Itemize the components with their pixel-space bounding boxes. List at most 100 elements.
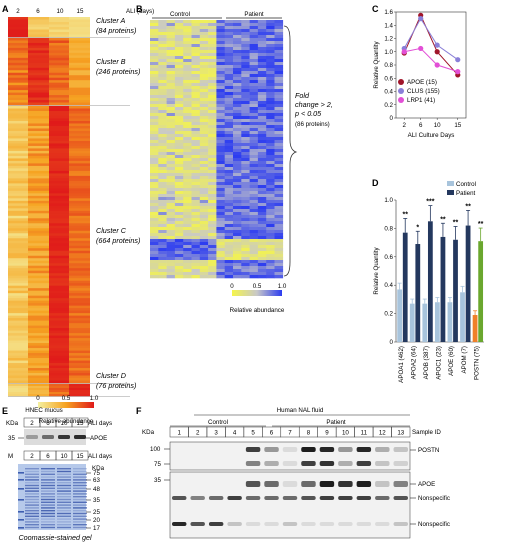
panel-b-scale-label: Relative abundance <box>230 307 285 314</box>
panel-c-xtick-2: 10 <box>434 122 441 129</box>
panel-d-xtick-1: APOA2 (64) <box>410 346 417 379</box>
panel-a-scale-tick-0: 0 <box>36 395 40 402</box>
panel-d-bar-patient-4 <box>453 239 458 342</box>
panel-d-sig-5: ** <box>465 203 471 210</box>
panel-d-bar-patient-5 <box>465 225 471 342</box>
panel-f-sample-2: 2 <box>196 430 200 437</box>
panel-f-sample-10: 10 <box>342 430 349 437</box>
panel-d-ytick-4: 0.8 <box>384 225 393 232</box>
panel-c-line-2 <box>404 47 458 73</box>
panel-f-sample-12: 12 <box>379 430 386 437</box>
panel-b-note-3: p < 0.05 <box>294 109 322 118</box>
panel-b-heatmap <box>150 20 284 279</box>
panel-e-ali-days-2: ALI days <box>88 453 112 460</box>
panel-e: E HNEC mucus KDa 2 6 10 15 ALI days 35 APOE… <box>2 406 112 542</box>
panel-c-ytick-4: 0.8 <box>384 62 393 69</box>
panel-f-sample-11: 11 <box>361 430 368 437</box>
panel-d-bar-control-2 <box>422 303 428 342</box>
panel-d-xtick-4: APOE (60) <box>448 346 455 376</box>
panel-e-ladder-17: 17 <box>93 525 100 532</box>
cluster-3-count: (76 proteins) <box>96 381 136 390</box>
panel-d-ytick-0: 0 <box>390 339 394 346</box>
panel-e-ladder-35: 35 <box>93 497 100 504</box>
cluster-0-count: (84 proteins) <box>96 26 136 35</box>
panel-a-day-10: 10 <box>57 8 64 15</box>
panel-f-letter: F <box>136 406 142 416</box>
panel-d-legend-swatch-patient <box>447 190 454 195</box>
panel-d-sig-6: ** <box>478 221 484 228</box>
panel-e-gel-bands <box>18 468 87 529</box>
panel-c-ytick-8: 1.6 <box>384 9 393 16</box>
panel-c-legend-swatch-1 <box>398 88 404 94</box>
panel-e-day-bot-2: 2 <box>30 453 34 460</box>
panel-d-xtick-0: APOA1 (462) <box>398 346 405 383</box>
panel-b-group-patient: Patient <box>244 11 264 18</box>
cluster-1-count: (246 proteins) <box>96 67 140 76</box>
panel-e-ladder-63: 63 <box>93 477 100 484</box>
panel-e-day-bot-15: 15 <box>77 453 84 460</box>
panel-d-bar-control-1 <box>409 303 415 342</box>
panel-c-legend-2: LRP1 (41) <box>407 97 435 104</box>
panel-e-day-top-10: 10 <box>61 420 68 427</box>
panel-d-legend-swatch-control <box>447 181 454 186</box>
panel-e-blot-marker: 35 <box>8 435 15 442</box>
panel-b-note-4: (86 proteins) <box>295 121 330 128</box>
panel-f-sample-9: 9 <box>325 430 329 437</box>
panel-c-legend-swatch-2 <box>398 97 404 103</box>
panel-f-patient-label: Patient <box>326 419 346 426</box>
panel-b-note-1: Fold <box>295 91 310 100</box>
panel-f-postn-label: POSTN <box>418 447 439 454</box>
panel-c-letter: C <box>372 4 379 14</box>
panel-f-marker-35: 35 <box>154 477 161 484</box>
panel-d-sig-0: ** <box>402 211 408 218</box>
panel-c-legend-swatch-0 <box>398 79 404 85</box>
panel-d-xtick-6: POSTN (75) <box>473 346 480 380</box>
panel-e-ladder-48: 48 <box>93 486 100 493</box>
cluster-3-name: Cluster D <box>96 371 126 380</box>
panel-e-day-header-bottom: 2 6 10 15 <box>23 450 89 461</box>
panel-a-cluster-labels: Cluster A(84 proteins) Cluster B(246 prot… <box>96 16 140 390</box>
panel-e-apoe-label: APOE <box>90 435 107 442</box>
panel-f-sample-4: 4 <box>233 430 237 437</box>
panel-b-scale-tick-0: 0 <box>230 283 234 290</box>
panel-e-blot <box>24 429 86 445</box>
panel-a-ali-label: ALI (days) <box>126 8 154 15</box>
panel-e-ladder-20: 20 <box>93 517 100 524</box>
panel-c-ytick-6: 1.2 <box>384 36 393 43</box>
panel-d-bar-chart: D 0 0.2 0.4 0.6 0.8 1.0 Relative Quantity ** APO… <box>372 178 484 383</box>
panel-c-ytick-2: 0.4 <box>384 89 393 96</box>
panel-d-bar-patient-3 <box>440 236 446 342</box>
panel-d-ytick-2: 0.4 <box>384 282 393 289</box>
panel-e-title: HNEC mucus <box>25 407 62 414</box>
panel-a-scale-tick-2: 1.0 <box>90 395 99 402</box>
panel-e-caption: Coomassie-stained gel <box>18 533 92 542</box>
panel-c-point-2-1 <box>418 45 424 52</box>
panel-a-color-scale <box>38 402 94 408</box>
panel-b-scale-tick-1: 0.5 <box>253 283 262 290</box>
panel-a-day-15: 15 <box>77 8 84 15</box>
panel-d-xtick-2: APOB (387) <box>423 346 430 379</box>
panel-a-scale-tick-1: 0.5 <box>62 395 71 402</box>
panel-b-brace <box>283 25 298 277</box>
panel-c-line-1 <box>403 17 459 61</box>
panel-f-sample-8: 8 <box>307 430 311 437</box>
panel-c-point-2-0 <box>401 49 407 55</box>
panel-c-ytick-7: 1.4 <box>384 22 393 29</box>
panel-c-point-2-2 <box>434 62 440 68</box>
panel-e-kda: KDa <box>6 420 19 427</box>
panel-e-day-top-6: 6 <box>46 420 50 427</box>
panel-d-bar-control-4 <box>447 302 453 342</box>
panel-e-ladder-75: 75 <box>93 470 100 477</box>
panel-b: B Control Patient Fold change > 2, p < 0… <box>136 4 333 314</box>
panel-c-legend-0: APOE (15) <box>407 79 437 86</box>
panel-c-ytick-0: 0 <box>390 115 394 122</box>
panel-f-sample-7: 7 <box>288 430 292 437</box>
panel-f-control-label: Control <box>208 419 228 426</box>
panel-a: A 2 6 10 15 ALI (days) Cluster A(84 protein… <box>2 4 154 425</box>
panel-b-group-control: Control <box>170 11 190 18</box>
panel-d-sig-4: ** <box>453 219 459 226</box>
panel-a-heatmap <box>8 17 130 397</box>
panel-e-day-header-top: 2 6 10 15 <box>23 417 89 428</box>
panel-d-bar-patient-6 <box>478 241 484 342</box>
panel-f-marker-75: 75 <box>154 461 161 468</box>
